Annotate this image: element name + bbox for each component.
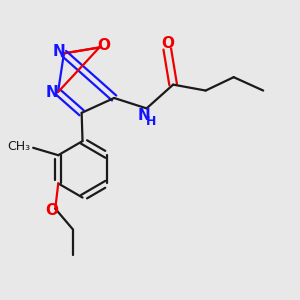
Text: N: N [45, 85, 58, 100]
Text: CH₃: CH₃ [7, 140, 30, 153]
Text: H: H [146, 115, 156, 128]
Text: N: N [53, 44, 66, 59]
Text: O: O [45, 203, 58, 218]
Text: N: N [138, 108, 151, 123]
Text: O: O [161, 36, 174, 51]
Text: O: O [97, 38, 110, 52]
